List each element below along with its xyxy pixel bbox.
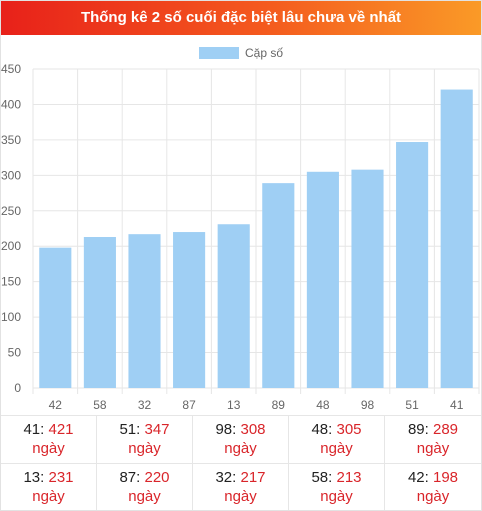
stat-number: 32 — [215, 468, 233, 486]
x-tick-label: 58 — [93, 398, 107, 412]
x-tick-label: 32 — [138, 398, 152, 412]
stat-item: 51: 347 ngày — [97, 415, 193, 463]
stat-item: 87: 220 ngày — [97, 462, 193, 510]
stat-days: 213 — [336, 468, 362, 486]
stat-item: 13: 231 ngày — [1, 462, 97, 510]
legend-swatch — [199, 47, 239, 59]
bar[interactable] — [39, 247, 72, 388]
stat-unit: ngày — [320, 487, 353, 505]
x-tick-label: 87 — [182, 398, 196, 412]
bar[interactable] — [262, 183, 295, 388]
stat-number: 58 — [311, 468, 329, 486]
stat-days: 347 — [144, 421, 170, 438]
x-tick-label: 48 — [316, 398, 330, 412]
stat-item: 32: 217 ngày — [193, 462, 289, 510]
y-tick-label: 450 — [1, 62, 21, 76]
grid — [32, 68, 480, 394]
y-tick-label: 350 — [1, 133, 21, 147]
stats-grid: 41: 421 ngày 51: 347 ngày 98: 308 ngày 4… — [1, 415, 481, 510]
widget-title: Thống kê 2 số cuối đặc biệt lâu chưa về … — [1, 1, 481, 35]
stat-number: 13 — [23, 468, 41, 486]
stat-unit: ngày — [32, 487, 65, 505]
bar[interactable] — [351, 169, 384, 388]
x-tick-label: 41 — [450, 398, 464, 412]
stat-days: 305 — [336, 421, 362, 438]
stat-days: 198 — [433, 468, 459, 486]
stat-days: 231 — [48, 468, 74, 486]
bar[interactable] — [306, 171, 339, 388]
stat-unit: ngày — [320, 440, 353, 457]
bar[interactable] — [217, 224, 250, 388]
x-tick-label: 13 — [227, 398, 241, 412]
stat-item: 89: 289 ngày — [385, 415, 481, 463]
stat-unit: ngày — [416, 487, 450, 505]
stat-unit: ngày — [128, 487, 161, 505]
stat-number: 42 — [407, 468, 425, 486]
bar[interactable] — [83, 237, 116, 388]
bar[interactable] — [128, 234, 161, 388]
x-tick-label: 89 — [272, 398, 286, 412]
stat-unit: ngày — [32, 440, 65, 457]
stat-item: 58: 213 ngày — [289, 462, 385, 510]
chart-svg: Cặp số 0 50 100 150 200 250 300 350 400 450 42 58 3… — [1, 46, 480, 412]
stat-number: 87 — [119, 468, 137, 486]
stat-number: 41 — [23, 421, 41, 438]
stat-days: 217 — [240, 468, 266, 486]
stat-item: 98: 308 ngày — [193, 415, 289, 463]
x-axis-ticks: 42 58 32 87 13 89 48 98 51 41 — [49, 398, 464, 412]
y-tick-label: 150 — [1, 275, 21, 289]
stat-item: 42: 198 ngày — [385, 462, 481, 511]
stat-item: 41: 421 ngày — [1, 415, 97, 463]
bar[interactable] — [396, 142, 429, 388]
x-tick-label: 51 — [405, 398, 419, 412]
bar[interactable] — [440, 89, 473, 389]
stat-days: 308 — [240, 421, 266, 438]
legend-label: Cặp số — [245, 46, 283, 60]
stat-item: 48: 305 ngày — [289, 415, 385, 463]
y-tick-label: 250 — [1, 204, 21, 218]
stat-unit: ngày — [224, 440, 257, 457]
stat-number: 51 — [119, 421, 137, 438]
x-tick-label: 98 — [361, 398, 375, 412]
bar[interactable] — [173, 232, 206, 388]
stat-number: 48 — [311, 421, 329, 438]
stat-days: 220 — [144, 468, 170, 486]
x-tick-label: 42 — [49, 398, 63, 412]
stat-days: 421 — [48, 421, 74, 438]
y-tick-label: 300 — [1, 168, 21, 182]
y-tick-label: 0 — [14, 381, 21, 395]
stat-number: 98 — [215, 421, 233, 438]
stat-unit: ngày — [416, 440, 450, 457]
y-axis-ticks: 0 50 100 150 200 250 300 350 400 450 — [1, 62, 21, 395]
bars — [39, 89, 473, 389]
stat-number: 89 — [407, 421, 425, 438]
stat-days: 289 — [433, 421, 459, 438]
chart-legend: Cặp số — [199, 46, 283, 60]
y-tick-label: 400 — [1, 97, 21, 111]
stat-unit: ngày — [128, 440, 161, 457]
y-tick-label: 100 — [1, 310, 21, 324]
y-tick-label: 50 — [8, 346, 22, 360]
bar-chart: Cặp số 0 50 100 150 200 250 300 350 400 450 42 58 3… — [1, 35, 481, 416]
y-tick-label: 200 — [1, 239, 21, 253]
stat-unit: ngày — [224, 487, 257, 505]
